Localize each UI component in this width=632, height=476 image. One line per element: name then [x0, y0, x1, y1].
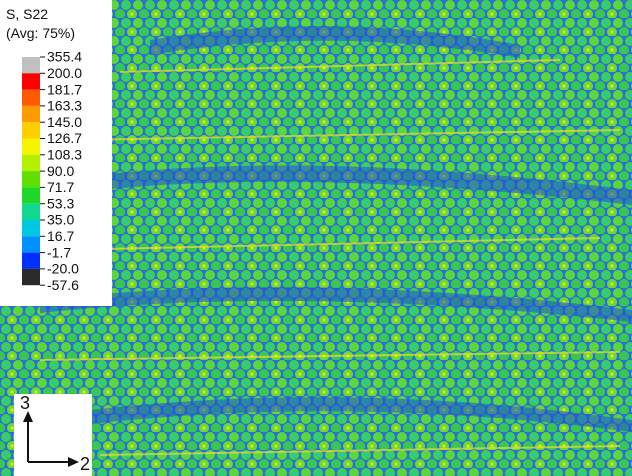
legend-swatch [22, 236, 40, 252]
legend-label: 181.7 [47, 81, 82, 97]
legend-swatch [22, 57, 40, 73]
legend-swatch [22, 171, 40, 187]
legend-label: 163.3 [47, 98, 82, 114]
legend-swatch [22, 106, 40, 122]
triad-label: 3 [20, 393, 30, 413]
legend-swatch [22, 139, 40, 155]
legend-label: 90.0 [47, 163, 74, 179]
legend-label: 108.3 [47, 147, 82, 163]
legend-label: 145.0 [47, 114, 82, 130]
legend-label: 126.7 [47, 130, 82, 146]
legend-swatch [22, 122, 40, 138]
legend-label: 355.4 [47, 49, 82, 65]
legend-label: 16.7 [47, 228, 74, 244]
legend-label: -20.0 [47, 261, 79, 277]
legend-swatch [22, 220, 40, 236]
legend-swatch [22, 73, 40, 89]
legend-label: -57.6 [47, 277, 79, 293]
legend-label: 71.7 [47, 179, 74, 195]
contour-plot: S, S22 (Avg: 75%) 355.4200.0181.7163.314… [0, 0, 632, 476]
legend-swatch [22, 90, 40, 106]
legend-label: 53.3 [47, 195, 74, 211]
legend-title: S, S22 [6, 6, 48, 22]
legend-swatch [22, 269, 40, 285]
legend-swatch [22, 204, 40, 220]
legend-label: 200.0 [47, 65, 82, 81]
legend-subtitle: (Avg: 75%) [6, 25, 75, 41]
page: {"legend": {"title": ["S, S22", "(Avg: 7… [0, 0, 632, 476]
triad-label: 2 [80, 454, 90, 474]
legend-swatch [22, 155, 40, 171]
legend-swatch [22, 253, 40, 269]
legend-label: -1.7 [47, 244, 71, 260]
legend-swatch [22, 187, 40, 203]
legend-label: 35.0 [47, 212, 74, 228]
